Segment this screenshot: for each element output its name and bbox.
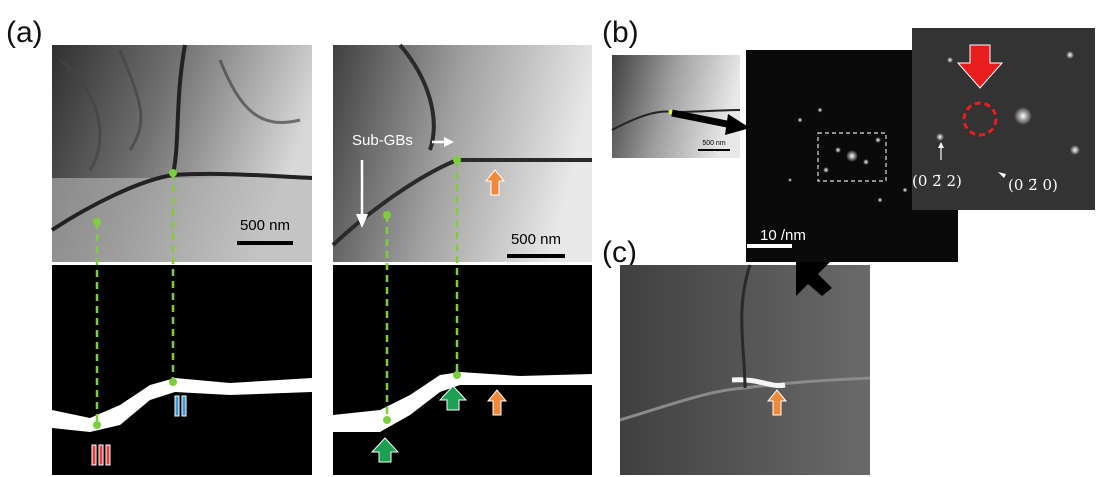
scale-bar-label: 500 nm bbox=[511, 231, 561, 248]
panel-label: (c) bbox=[602, 236, 637, 269]
dark-field-image bbox=[620, 265, 870, 475]
panel-label: (b) bbox=[602, 16, 639, 49]
tem-image: 500 nm bbox=[52, 45, 312, 262]
boundary-map bbox=[333, 265, 592, 475]
thumbnail-image: 500 nm bbox=[612, 55, 740, 158]
panel-label: (a) bbox=[6, 16, 43, 49]
tem-image: 500 nm Sub-GBs bbox=[333, 45, 592, 262]
figure: (a) (b) (c) 500 nm 500 nm Sub-GBs 500 nm… bbox=[0, 0, 1099, 477]
scale-bar-label: 10 /nm bbox=[760, 227, 806, 244]
spot-label: (0 2̄ 2) bbox=[912, 172, 962, 190]
spot-label: (0 2̄ 0) bbox=[1008, 176, 1058, 194]
marker-iii bbox=[92, 445, 110, 465]
scale-bar-label: 500 nm bbox=[240, 217, 290, 234]
annotation: Sub-GBs bbox=[352, 132, 413, 149]
scale-bar-label: 500 nm bbox=[702, 140, 726, 147]
boundary-map bbox=[52, 265, 312, 475]
inset-image: (0 2̄ 2) (0 2̄ 0) bbox=[912, 28, 1095, 210]
